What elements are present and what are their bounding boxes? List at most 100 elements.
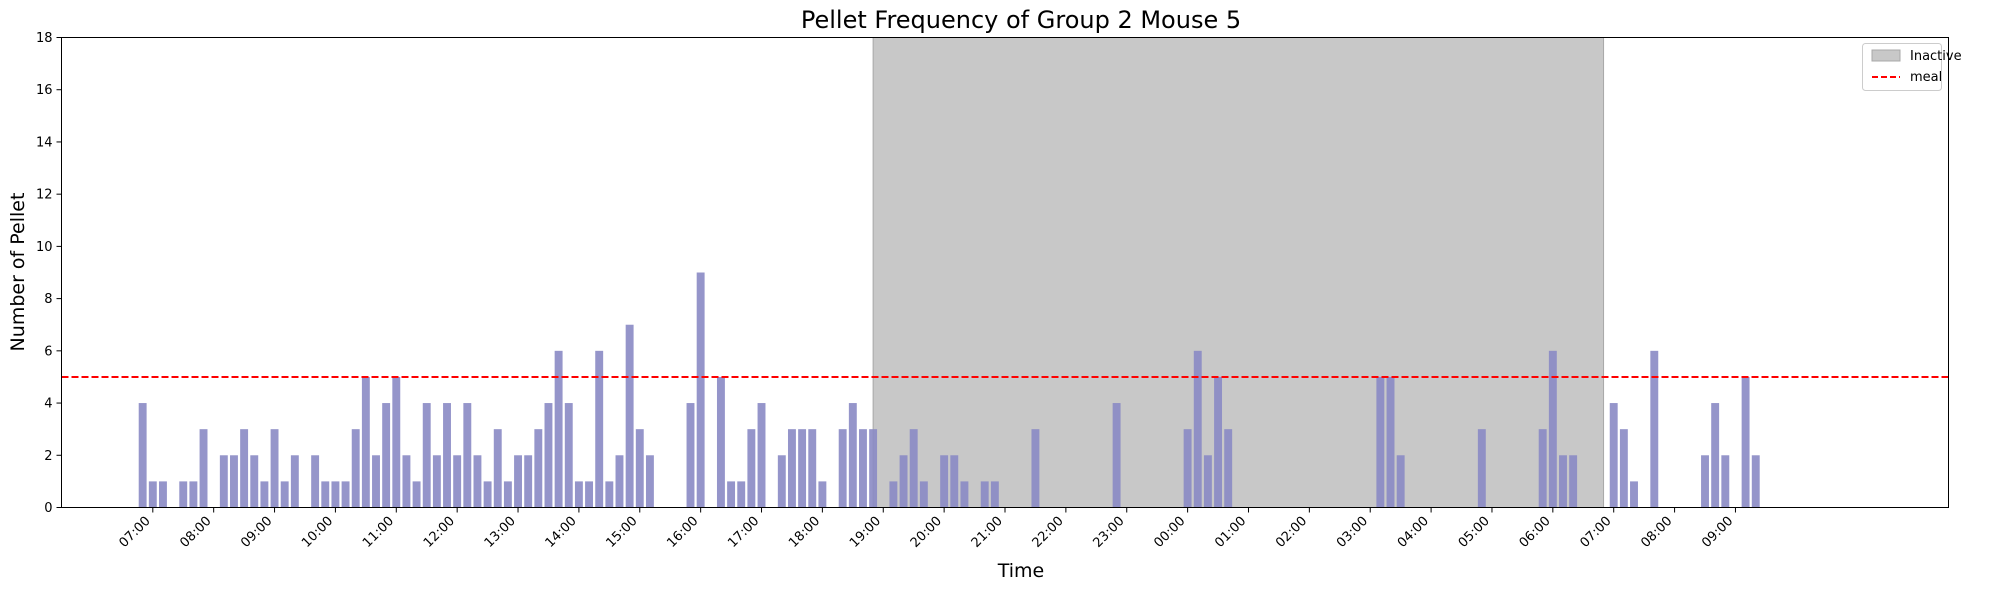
bar bbox=[1741, 376, 1750, 508]
bar bbox=[808, 429, 817, 508]
bar bbox=[1630, 481, 1638, 508]
inactive-region bbox=[872, 37, 1605, 508]
y-tick-label: 16 bbox=[36, 83, 53, 98]
x-tick-label: 16:00 bbox=[664, 514, 701, 551]
x-tick-label: 06:00 bbox=[1517, 514, 1554, 551]
y-tick-label: 8 bbox=[44, 292, 52, 307]
bar bbox=[554, 350, 563, 508]
bar bbox=[1751, 455, 1760, 508]
x-tick-label: 18:00 bbox=[786, 514, 823, 551]
x-tick-label: 09:00 bbox=[1699, 514, 1736, 551]
x-tick-label: 13:00 bbox=[482, 514, 519, 551]
bar bbox=[798, 429, 807, 508]
y-tick-label: 4 bbox=[44, 397, 52, 412]
bar bbox=[1538, 429, 1547, 508]
bar bbox=[1650, 350, 1659, 508]
bar bbox=[179, 481, 188, 508]
bar bbox=[1701, 455, 1709, 508]
bar bbox=[787, 429, 796, 508]
x-tick-label: 09:00 bbox=[238, 514, 275, 551]
bar bbox=[585, 481, 594, 508]
bar bbox=[311, 455, 320, 508]
x-tick-label: 19:00 bbox=[847, 514, 884, 551]
bar bbox=[919, 481, 928, 508]
bar bbox=[1214, 376, 1223, 508]
bar bbox=[990, 481, 999, 508]
bar bbox=[463, 403, 472, 508]
bar bbox=[483, 481, 492, 508]
bar bbox=[148, 481, 157, 508]
bar bbox=[1112, 403, 1121, 508]
bar bbox=[564, 403, 573, 508]
bar bbox=[818, 481, 827, 508]
bar bbox=[250, 455, 259, 508]
bar bbox=[138, 403, 147, 508]
bar bbox=[1183, 429, 1192, 508]
y-tick-label: 10 bbox=[36, 240, 53, 255]
bar bbox=[432, 455, 441, 508]
legend-inactive-label: Inactive bbox=[1910, 49, 1962, 64]
y-tick-label: 18 bbox=[36, 31, 53, 46]
x-axis-title: Time bbox=[997, 560, 1045, 582]
bar bbox=[747, 429, 756, 508]
bar bbox=[696, 272, 705, 508]
x-tick-label: 14:00 bbox=[543, 514, 580, 551]
bar bbox=[392, 376, 401, 508]
x-tick-label: 10:00 bbox=[299, 514, 336, 551]
x-tick-label: 12:00 bbox=[421, 514, 458, 551]
x-tick-label: 02:00 bbox=[1273, 514, 1310, 551]
bar bbox=[645, 455, 654, 508]
x-tick-label: 22:00 bbox=[1030, 514, 1067, 551]
bar bbox=[1477, 429, 1486, 508]
bar bbox=[1609, 403, 1618, 508]
legend-meal-label: meal bbox=[1910, 70, 1942, 85]
y-tick-label: 0 bbox=[44, 501, 52, 516]
chart-title: Pellet Frequency of Group 2 Mouse 5 bbox=[801, 6, 1241, 34]
bar bbox=[635, 429, 644, 508]
y-tick-label: 12 bbox=[36, 188, 53, 203]
bar bbox=[473, 455, 482, 508]
bar bbox=[1396, 455, 1405, 508]
bar bbox=[727, 481, 736, 508]
y-axis-title: Number of Pellet bbox=[7, 193, 29, 352]
bar bbox=[1548, 350, 1557, 508]
x-tick-label: 03:00 bbox=[1334, 514, 1371, 551]
bar bbox=[1721, 455, 1730, 508]
bar bbox=[899, 455, 908, 508]
x-tick-label: 15:00 bbox=[604, 514, 641, 551]
bar bbox=[1224, 429, 1233, 508]
bar bbox=[1559, 455, 1567, 508]
x-tick-label: 08:00 bbox=[177, 514, 214, 551]
x-tick-label: 11:00 bbox=[360, 514, 397, 551]
bar bbox=[443, 403, 451, 508]
bar bbox=[402, 455, 411, 508]
bar bbox=[777, 455, 786, 508]
bar bbox=[980, 481, 989, 508]
y-tick-label: 14 bbox=[36, 135, 53, 150]
bar bbox=[574, 481, 583, 508]
bar bbox=[1386, 376, 1395, 508]
bar bbox=[290, 455, 299, 508]
bar bbox=[422, 403, 431, 508]
bar bbox=[1569, 455, 1578, 508]
bar bbox=[940, 455, 949, 508]
x-tick-label: 17:00 bbox=[725, 514, 762, 551]
bar bbox=[493, 429, 502, 508]
legend-inactive-swatch bbox=[1871, 49, 1901, 62]
bar bbox=[158, 481, 167, 508]
bar bbox=[605, 481, 614, 508]
bar bbox=[453, 455, 462, 508]
bar bbox=[838, 429, 847, 508]
legend: Inactive meal bbox=[1862, 43, 1962, 91]
bar bbox=[331, 481, 340, 508]
x-tick-label: 20:00 bbox=[908, 514, 945, 551]
x-axis: 07:00 08:00 09:00 10:00 11:00 12:00 13:00 14:00… bbox=[117, 507, 1736, 551]
x-tick-label: 07:00 bbox=[117, 514, 154, 551]
x-tick-label: 07:00 bbox=[1577, 514, 1614, 551]
bar bbox=[341, 481, 350, 508]
x-tick-label: 04:00 bbox=[1395, 514, 1432, 551]
bar bbox=[382, 403, 391, 508]
bar bbox=[503, 481, 512, 508]
x-tick-label: 00:00 bbox=[1151, 514, 1188, 551]
